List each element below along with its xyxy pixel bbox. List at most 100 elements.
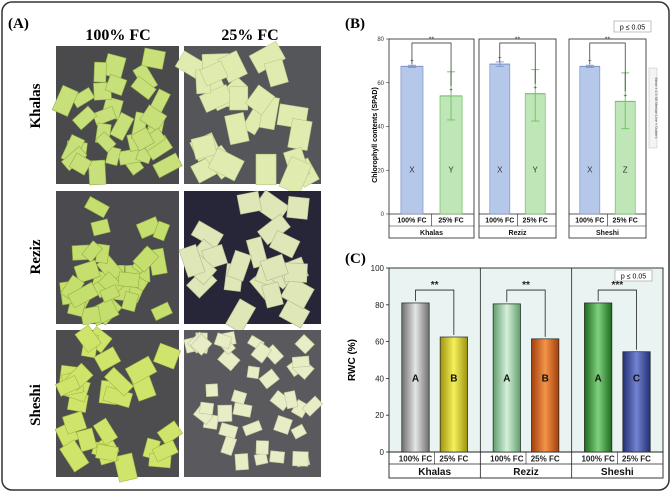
leaf-piece	[263, 58, 289, 88]
panel-c: (C) p ≤ 0.05 RWC (%) 0 20 40 60 80 100 A 100% F…	[345, 251, 664, 479]
photo-reziz-100fc	[56, 191, 179, 327]
leaf-piece	[80, 305, 102, 326]
leaf-piece	[104, 74, 128, 97]
leaf-piece	[51, 84, 79, 117]
leaf-piece	[150, 301, 173, 321]
panel-b-subplot-frame	[568, 38, 647, 239]
leaf-piece	[244, 84, 276, 116]
panel-b-bar	[489, 63, 511, 215]
panel-b-group-label: Reziz	[509, 230, 527, 237]
leaf-piece	[88, 159, 107, 186]
panel-c-letter: B	[542, 373, 549, 384]
panel-b-y-tick-label: 0	[381, 212, 385, 218]
panel-b-letter: X	[587, 165, 593, 174]
leaf-piece	[151, 439, 179, 463]
panel-b-y-tick-label: 60	[377, 81, 384, 87]
column-header-25fc: 25% FC	[221, 27, 278, 44]
panel-b-y-tick-label: 20	[377, 168, 384, 174]
panel-b-category-label: 25% FC	[613, 218, 638, 225]
panel-b-letter: X	[409, 165, 415, 174]
panel-b-legend-text: Mean ± 1.5 SE Median Line × Outliers	[654, 78, 658, 139]
panel-c-significance-bracket	[506, 289, 546, 337]
panel-b-bar	[400, 65, 424, 215]
leaf-piece	[283, 390, 299, 410]
leaf-piece	[55, 375, 81, 397]
leaf-piece	[121, 291, 140, 313]
panel-a: (A) 100% FC 25% FC Khalas Reziz Sheshi	[8, 16, 324, 483]
panel-b-category-label: 25% FC	[438, 218, 463, 225]
panel-b-letter: Y	[533, 165, 539, 174]
leaf-piece	[205, 383, 219, 398]
photo-khalas-100fc	[51, 46, 183, 186]
panel-c-y-tick-label: 40	[375, 374, 384, 383]
panel-b-y-tick-label: 80	[377, 37, 384, 43]
leaf-piece	[139, 104, 168, 132]
panel-c-y-tick-label: 0	[380, 448, 385, 457]
leaf-piece	[130, 127, 155, 152]
leaf-piece	[67, 281, 99, 309]
leaf-piece	[190, 333, 213, 356]
leaf-piece	[81, 240, 103, 263]
panel-c-pvalue-box	[614, 269, 653, 282]
leaf-piece	[92, 105, 117, 126]
photo-sheshi-100fc	[54, 324, 184, 483]
leaf-piece	[68, 152, 93, 176]
panel-c-bar	[531, 338, 560, 453]
panel-c-category-label: 25% FC	[439, 455, 468, 464]
leaf-piece	[124, 355, 158, 385]
leaf-piece	[93, 346, 122, 372]
leaf-piece	[291, 355, 310, 368]
panel-b-y-axis-label: Chlorophyll contents (SPAD)	[372, 87, 379, 183]
panel-c-letter: A	[595, 373, 602, 384]
panel-c-y-tick-label: 80	[375, 301, 384, 310]
panel-c-bar	[584, 302, 613, 453]
panel-b-significance-bracket	[499, 42, 536, 84]
leaf-piece	[218, 422, 239, 440]
panel-b-pvalue: p ≤ 0.05	[620, 25, 645, 32]
leaf-piece	[71, 105, 98, 131]
panel-b-mean-marker: +	[533, 86, 537, 92]
leaf-piece	[242, 420, 263, 437]
panel-c-group-label: Khalas	[418, 467, 451, 478]
leaf-piece	[62, 410, 88, 435]
leaf-piece	[92, 417, 119, 446]
leaf-piece	[109, 111, 135, 142]
panel-c-letter: A	[503, 373, 510, 384]
panel-a-label: (A)	[8, 16, 29, 32]
leaf-piece	[286, 195, 310, 220]
panel-b-significance-stars: **	[429, 37, 435, 44]
panel-b-legend	[648, 67, 658, 149]
leaf-piece	[95, 443, 119, 462]
leaf-piece	[156, 420, 184, 446]
panel-b-group-label: Khalas	[420, 230, 443, 237]
leaf-piece	[236, 190, 262, 215]
leaf-piece	[290, 423, 308, 440]
panel-b-label: (B)	[345, 16, 365, 32]
leaf-piece	[234, 453, 249, 471]
leaf-piece	[99, 284, 121, 303]
panel-b-mean-marker: +	[449, 88, 453, 94]
panel-c-y-tick-label: 60	[375, 338, 384, 347]
leaf-piece	[95, 131, 117, 153]
leaf-piece	[217, 404, 233, 422]
panel-b-significance-bracket	[589, 42, 626, 92]
leaf-piece	[93, 61, 107, 83]
leaf-piece	[255, 440, 269, 455]
panel-c-group-label: Sheshi	[601, 467, 634, 478]
leaf-piece	[268, 230, 301, 259]
leaf-piece	[74, 324, 102, 354]
leaf-piece	[190, 133, 218, 160]
leaf-piece	[246, 365, 260, 380]
panel-b-subplot-frame	[388, 38, 475, 239]
panel-b: (B) p ≤ 0.05 Chlorophyll contents (SPAD)…	[345, 16, 658, 239]
leaf-piece	[259, 253, 289, 282]
leaf-piece	[255, 153, 277, 185]
leaf-piece	[117, 271, 140, 288]
panel-b-significance-stars: **	[515, 37, 521, 44]
leaf-piece	[152, 220, 171, 242]
photo-khalas-25fc	[174, 40, 321, 195]
leaf-piece	[250, 341, 272, 364]
leaf-piece	[199, 60, 229, 87]
leaf-piece	[178, 244, 206, 278]
